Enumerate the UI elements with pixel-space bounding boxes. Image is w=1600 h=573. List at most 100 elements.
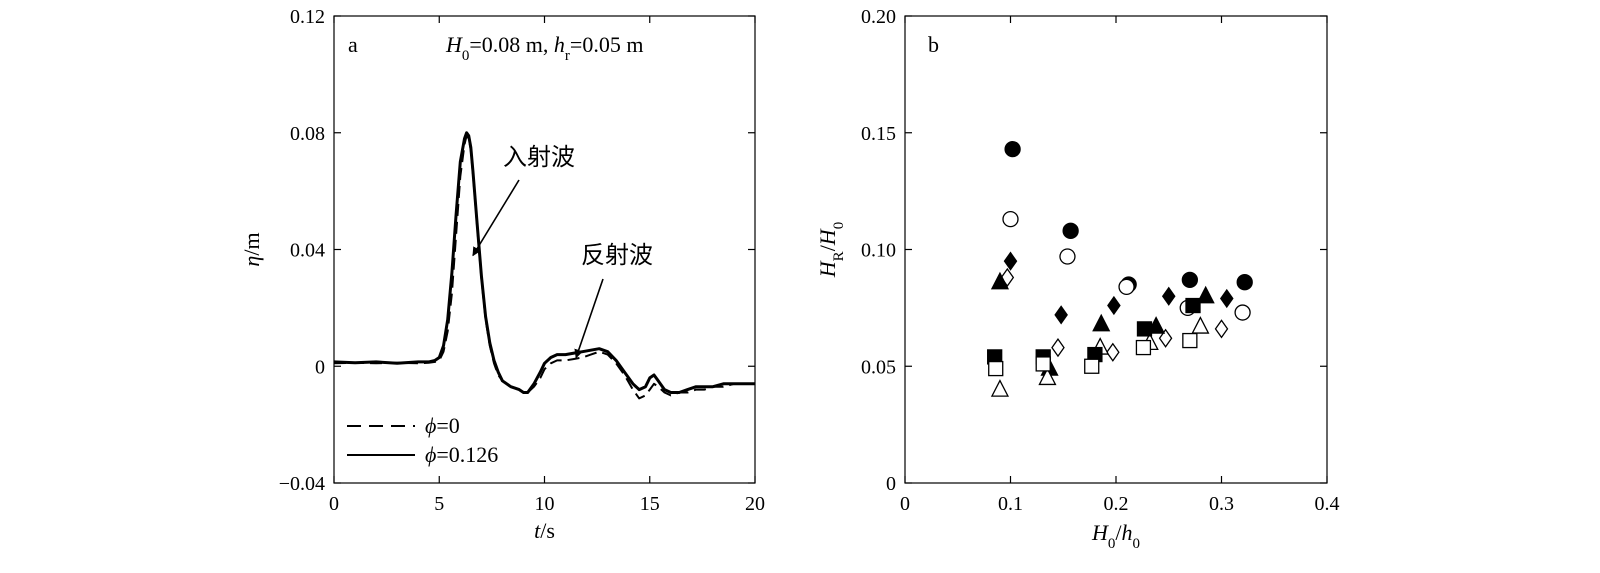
subtitle-h-symbol: h — [554, 32, 565, 57]
square-marker-open — [1035, 356, 1051, 372]
panel-a-subtitle: H0=0.08 m, hr=0.05 m — [445, 32, 643, 64]
legend-entry-0-value: =0 — [436, 413, 459, 438]
y-label-subscript: R — [831, 251, 847, 261]
panel-a-legend: ϕ=0 ϕ=0.126 — [347, 413, 498, 467]
y-tick-label: −0.04 — [279, 473, 325, 495]
panel-a-label: a — [348, 32, 358, 57]
panel-b-label: b — [928, 32, 939, 57]
y-label-symbol-2: H — [815, 228, 840, 246]
x-label-slash: / — [1115, 520, 1122, 545]
diamond-marker-filled — [1003, 251, 1018, 271]
panel-b-frame — [904, 15, 1328, 484]
x-label-symbol: H — [1091, 520, 1109, 545]
triangle-marker-filled — [990, 271, 1010, 290]
y-tick-label: 0 — [315, 356, 325, 378]
panel-b-y-axis-label: HR/H0 — [815, 222, 847, 278]
square-marker-filled — [1185, 297, 1201, 314]
x-tick-label: 0.3 — [1209, 493, 1234, 515]
legend-phi-symbol: ϕ — [425, 413, 436, 438]
series-line-phi-0 — [333, 134, 755, 400]
annotation-incident-wave: 入射波 — [503, 143, 575, 171]
circle-marker-filled — [1236, 274, 1253, 291]
y-label-unit: /m — [239, 232, 264, 255]
diamond-marker-filled — [1107, 295, 1121, 316]
x-tick-label: 15 — [640, 493, 660, 515]
panel-a-y-axis-label: η/m — [239, 232, 264, 266]
square-marker-open — [1182, 332, 1198, 349]
diamond-marker-filled — [1161, 286, 1176, 306]
subtitle-H-value: =0.08 m, — [469, 32, 554, 57]
y-tick-label: 0.05 — [861, 356, 896, 378]
panel-b-x-axis-label: H0/h0 — [1091, 520, 1140, 552]
triangle-marker-filled — [1092, 313, 1111, 332]
circle-marker-open — [1059, 248, 1076, 265]
annotation-arrow-reflected — [574, 278, 604, 359]
diamond-marker-filled — [1219, 288, 1234, 309]
y-tick-label: 0.15 — [861, 123, 896, 145]
y-tick-label: 0.10 — [861, 240, 896, 262]
circle-marker-open — [1118, 278, 1135, 296]
y-label-symbol: η — [239, 256, 264, 267]
x-tick-label: 0.4 — [1315, 493, 1340, 515]
subtitle-H-symbol: H — [445, 32, 463, 57]
y-tick-label: 0 — [886, 473, 896, 495]
square-marker-open — [1135, 339, 1152, 356]
x-tick-label: 0 — [329, 493, 339, 515]
circle-marker-filled — [1062, 222, 1079, 239]
x-tick-label: 0.2 — [1104, 493, 1129, 515]
circle-marker-open — [1234, 304, 1251, 321]
annotation-arrow-incident — [472, 179, 520, 257]
x-tick-label: 0.1 — [998, 493, 1023, 515]
diamond-marker-filled — [1054, 305, 1068, 325]
diamond-marker-open — [1158, 328, 1173, 348]
panel-a-lines — [333, 131, 755, 400]
panel-a-frame — [333, 15, 756, 484]
diamond-marker-open — [1214, 319, 1229, 339]
circle-marker-filled — [1004, 140, 1021, 158]
x-label-symbol: t — [534, 518, 541, 543]
x-label-subscript: 0 — [1108, 536, 1116, 552]
panel-b-markers — [987, 140, 1253, 397]
square-marker-open — [988, 360, 1004, 377]
legend-phi-symbol: ϕ — [425, 442, 436, 467]
subtitle-h-subscript: r — [565, 48, 570, 64]
circle-marker-open — [1002, 210, 1019, 228]
subtitle-h-value: =0.05 m — [570, 32, 644, 57]
x-tick-label: 20 — [745, 493, 765, 515]
y-tick-label: 0.20 — [861, 6, 896, 28]
y-label-subscript-2: 0 — [831, 222, 847, 230]
x-tick-label: 5 — [434, 493, 444, 515]
triangle-marker-open — [1038, 367, 1057, 386]
x-tick-label: 10 — [535, 493, 555, 515]
square-marker-open — [1084, 358, 1100, 374]
diamond-marker-open — [1106, 342, 1120, 362]
legend-entry-phi-0: ϕ=0 — [425, 413, 460, 438]
panel-b: 0 0.1 0.2 0.3 0.400.050.100.150.20 b H0/h0 H… — [815, 6, 1340, 552]
panel-a-x-axis-label: t/s — [534, 518, 555, 543]
circle-marker-filled — [1181, 271, 1198, 289]
triangle-marker-open — [1191, 316, 1210, 334]
y-tick-label: 0.04 — [290, 240, 325, 262]
x-label-unit: /s — [540, 518, 555, 543]
annotation-reflected-wave: 反射波 — [581, 241, 653, 269]
legend-entry-phi-0126: ϕ=0.126 — [425, 442, 498, 467]
triangle-marker-open — [990, 379, 1010, 397]
y-tick-label: 0.08 — [290, 123, 325, 145]
diamond-marker-open — [1051, 337, 1065, 358]
series-line-phi-0126 — [333, 131, 755, 394]
y-label-symbol: H — [815, 260, 840, 278]
subtitle-H-subscript: 0 — [462, 48, 470, 64]
x-label-symbol-2: h — [1122, 520, 1133, 545]
panel-b-ticks: 0 0.1 0.2 0.3 0.4 0 0.05 0.10 0.15 0.20 — [861, 6, 1340, 515]
triangle-marker-filled — [1196, 285, 1215, 304]
x-tick-label: 0 — [900, 493, 910, 515]
square-marker-filled — [1136, 321, 1153, 337]
y-label-slash: / — [815, 244, 840, 251]
x-label-subscript-2: 0 — [1133, 536, 1141, 552]
legend-entry-1-value: =0.126 — [436, 442, 498, 467]
